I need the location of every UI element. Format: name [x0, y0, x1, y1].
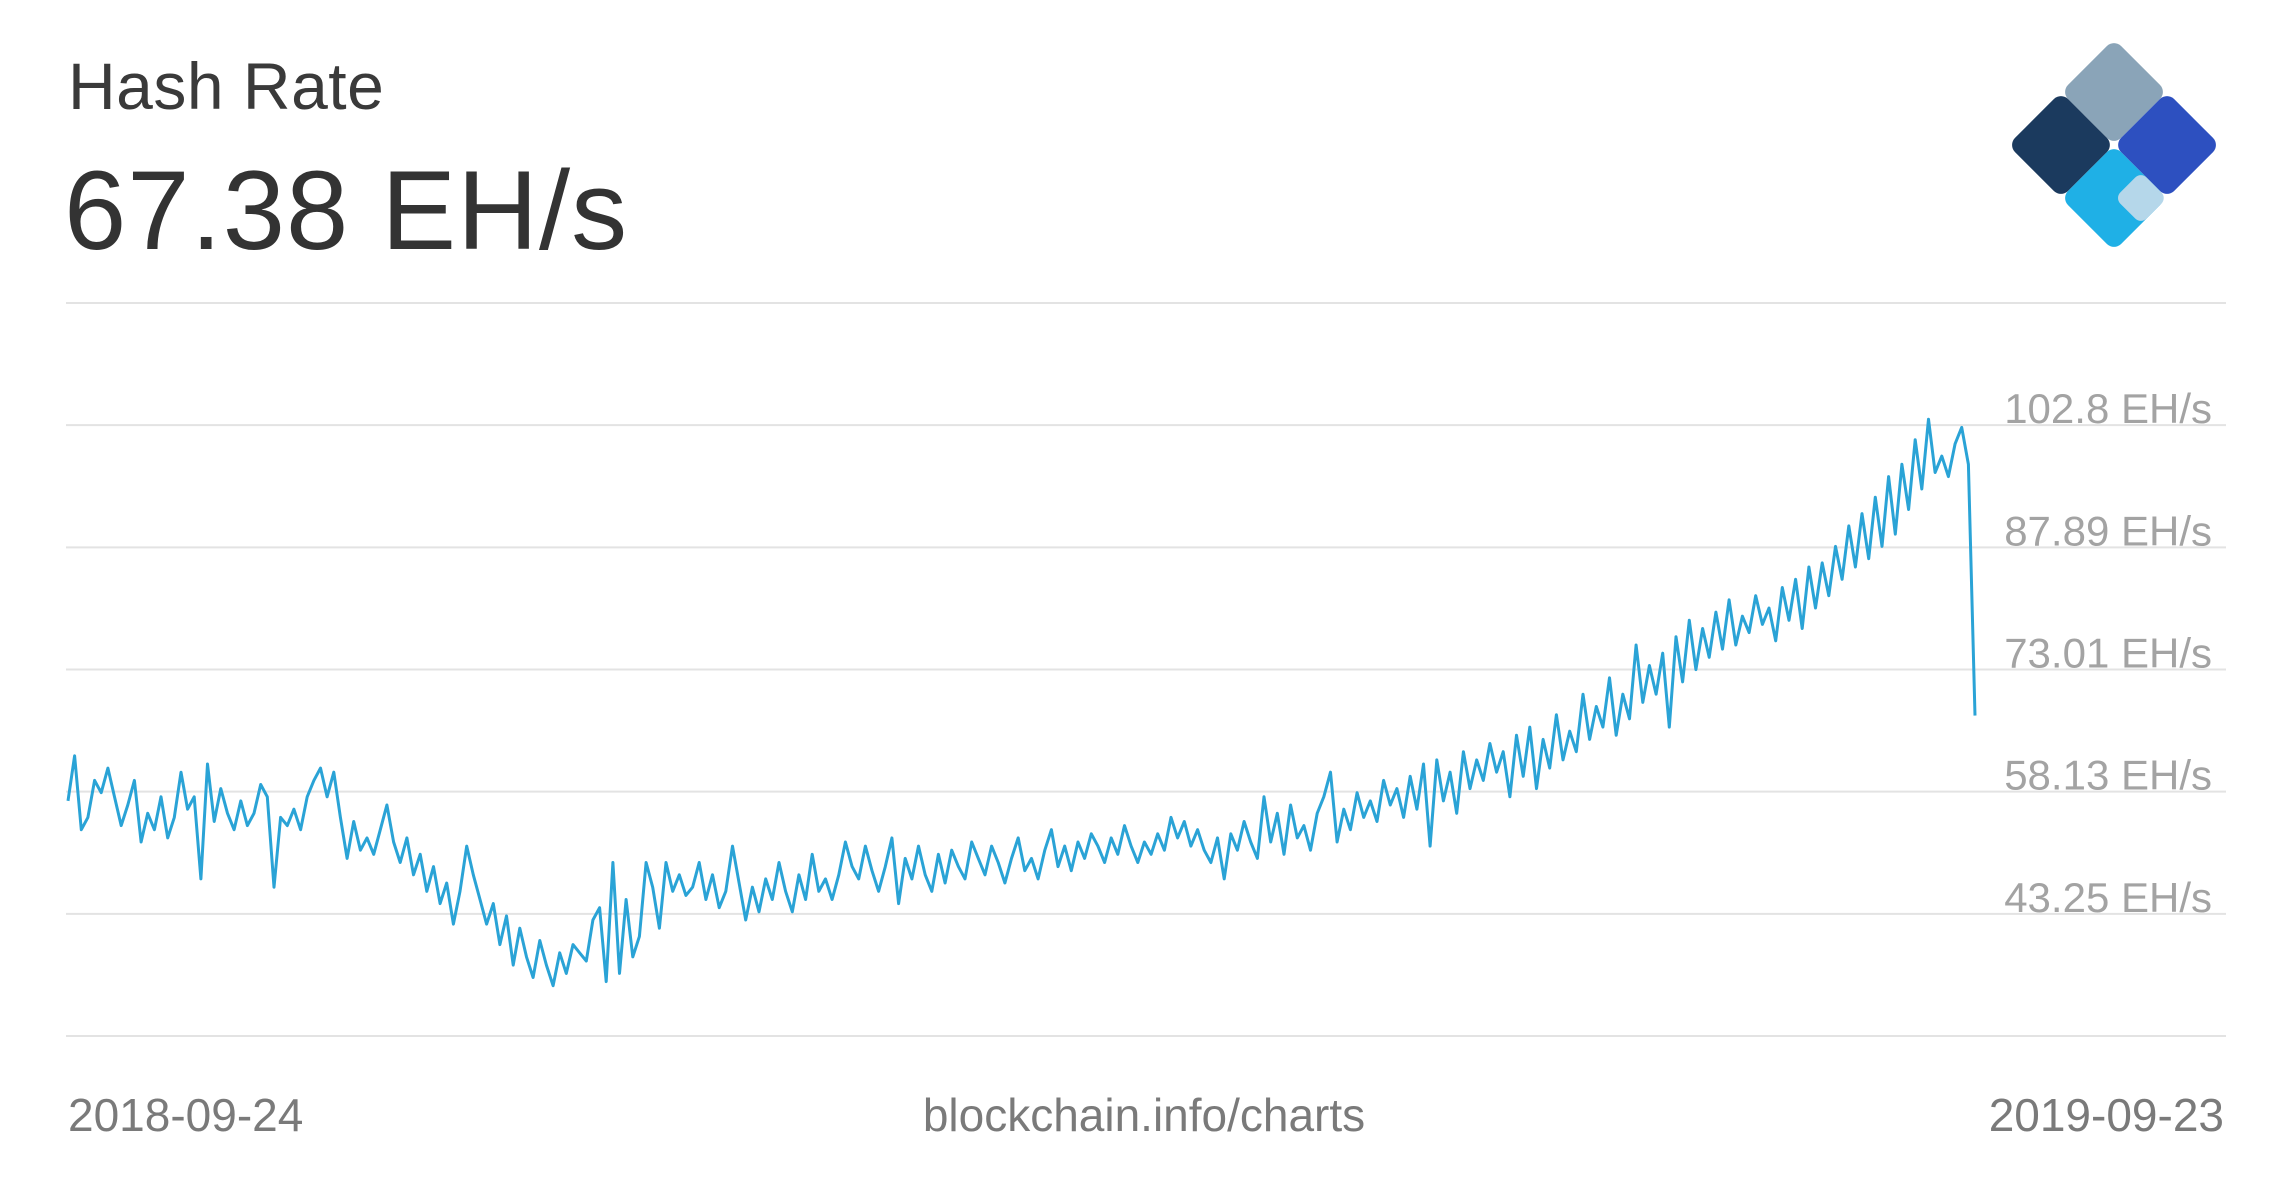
- logo-tile-left: [2012, 96, 2110, 194]
- source-label: blockchain.info/charts: [922, 1089, 1366, 1141]
- logo-tile-bottom: [2065, 149, 2163, 247]
- y-axis-labels: 102.8 EH/s 87.89 EH/s 73.01 EH/s 58.13 EH/s…: [2004, 385, 2212, 921]
- logo-tile-right: [2118, 96, 2216, 194]
- blockchain-diamond-icon: [2012, 43, 2216, 247]
- logo-tile-accent: [2118, 175, 2164, 221]
- y-tick-label: 43.25 EH/s: [2004, 874, 2212, 921]
- y-tick-label: 58.13 EH/s: [2004, 752, 2212, 799]
- x-end-date: 2019-09-23: [1988, 1089, 2224, 1141]
- y-tick-label: 73.01 EH/s: [2004, 630, 2212, 677]
- logo-tile-top: [2065, 43, 2163, 141]
- y-tick-label: 87.89 EH/s: [2004, 507, 2212, 554]
- y-tick-label: 102.8 EH/s: [2004, 385, 2212, 432]
- current-value: 67.38 EH/s: [64, 148, 629, 273]
- chart-title: Hash Rate: [68, 49, 385, 123]
- x-start-date: 2018-09-24: [68, 1089, 304, 1141]
- hash-rate-line: [66, 417, 1977, 988]
- gridlines: [66, 302, 2226, 1037]
